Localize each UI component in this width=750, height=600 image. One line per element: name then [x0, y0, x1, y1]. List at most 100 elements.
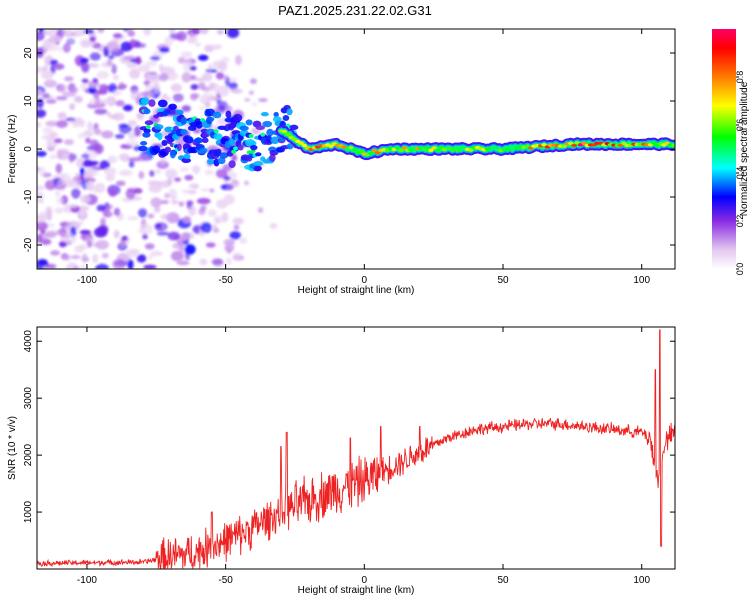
spectrogram-track-core — [260, 132, 266, 137]
spectrogram-x-tick-label: 50 — [497, 275, 509, 286]
spectrogram-noise-blob — [56, 196, 64, 205]
spectrogram-noise-blob — [106, 59, 113, 66]
spectrogram-track-core — [248, 133, 254, 138]
spectrogram-noise-blob — [107, 155, 118, 164]
spectrogram-track-core — [441, 147, 448, 152]
spectrogram-noise-blob — [62, 91, 77, 97]
spectrogram-noise-blob — [147, 255, 153, 260]
spectrogram-y-tick-label: 0 — [23, 146, 34, 152]
spectrogram-track-blob — [175, 109, 184, 116]
colorbar-tick-label: 0.2 — [735, 215, 745, 228]
spectrogram-noise-blob — [178, 201, 185, 207]
spectrogram-track-blob — [254, 165, 262, 172]
spectrogram-noise-blob — [221, 56, 230, 63]
spectrogram-noise-blob — [190, 83, 199, 91]
spectrogram-noise-blob — [248, 90, 254, 95]
spectrogram-noise-blob — [258, 129, 267, 134]
spectrogram-noise-blob — [122, 104, 133, 112]
spectrogram-noise-blob — [91, 185, 100, 193]
spectrogram-track-blob — [286, 108, 293, 116]
spectrogram-noise-blob — [118, 153, 130, 162]
spectrogram-noise-blob — [188, 189, 197, 195]
spectrogram-noise-blob — [37, 166, 47, 176]
spectrogram-track-blob — [142, 132, 151, 138]
spectrogram-noise-blob — [113, 207, 121, 217]
colorbar: 0.0 0.2 0.4 0.6 0.8 Normalized spectral ampl… — [712, 29, 750, 275]
spectrogram-track-blob — [270, 136, 280, 145]
spectrogram-track-blob — [228, 137, 236, 146]
spectrogram-track-core — [284, 132, 291, 137]
colorbar-gradient — [712, 29, 736, 269]
spectrogram-noise-blob — [115, 100, 125, 107]
spectrogram-noise-blob — [40, 70, 54, 80]
spectrogram-track-blob — [144, 120, 154, 126]
snr-x-label: Height of straight line (km) — [298, 585, 415, 596]
spectrogram-noise-blob — [49, 29, 58, 33]
spectrogram-noise-blob — [112, 112, 125, 121]
spectrogram-noise-blob — [99, 160, 110, 170]
spectrogram-noise-blob — [191, 29, 201, 35]
spectrogram-noise-blob — [67, 262, 78, 269]
spectrogram-noise-blob — [159, 157, 167, 165]
spectrogram-track-core — [368, 151, 374, 156]
spectrogram-track-blob — [176, 143, 182, 151]
colorbar-ticks: 0.0 0.2 0.4 0.6 0.8 — [735, 71, 745, 276]
spectrogram-noise-blob — [95, 263, 109, 269]
spectrogram-noise-blob — [128, 160, 135, 168]
spectrogram-track-blob — [148, 99, 156, 107]
spectrogram-noise-blob — [176, 261, 190, 266]
spectrogram-noise-blob — [112, 33, 123, 39]
spectrogram-track-blob — [255, 125, 265, 131]
spectrogram-track-blob — [245, 119, 253, 126]
spectrogram-noise-blob — [129, 68, 140, 80]
spectrogram-noise-blob — [182, 189, 191, 194]
spectrogram-noise-blob — [87, 121, 94, 132]
spectrogram-track-core — [541, 143, 547, 147]
spectrogram-noise-blob — [144, 243, 155, 250]
spectrogram-noise-blob — [184, 251, 190, 261]
spectrogram-noise-blob — [258, 98, 268, 103]
spectrogram-track-core — [281, 129, 288, 134]
spectrogram-noise-blob — [137, 64, 150, 73]
spectrogram-noise-blob — [114, 134, 125, 139]
spectrogram-noise-blob — [56, 120, 68, 129]
spectrogram-noise-blob — [105, 174, 116, 182]
snr-y-tick-label: 3000 — [23, 387, 34, 410]
spectrogram-noise-blob — [115, 180, 126, 187]
spectrogram-noise-blob — [158, 73, 169, 82]
spectrogram-noise-blob — [207, 209, 217, 217]
spectrogram-noise-blob — [129, 38, 136, 47]
spectrogram-noise-blob — [154, 168, 162, 175]
spectrogram-noise-blob — [224, 105, 233, 113]
spectrogram-noise-blob — [251, 102, 258, 106]
spectrogram-x-label: Height of straight line (km) — [298, 285, 415, 296]
spectrogram-track-core — [401, 146, 408, 150]
spectrogram-track-core — [213, 129, 219, 134]
spectrogram-noise-blob — [54, 207, 64, 214]
spectrogram-noise-blob — [79, 229, 92, 235]
spectrogram-noise-blob — [179, 166, 189, 172]
spectrogram-track-blob — [273, 111, 279, 118]
spectrogram-noise-blob — [75, 157, 85, 169]
spectrogram-track-core — [288, 135, 294, 139]
spectrogram-track-core — [394, 146, 401, 150]
spectrogram-noise-blob — [176, 31, 187, 42]
spectrogram-track-core — [358, 150, 364, 154]
spectrogram-track-blob — [180, 116, 187, 125]
spectrogram-noise-blob — [41, 93, 51, 99]
spectrogram-track-core — [561, 144, 567, 148]
spectrogram-noise-blob — [125, 248, 139, 258]
spectrogram-noise-blob — [212, 228, 220, 233]
spectrogram-track-core — [621, 141, 627, 146]
spectrogram-noise-blob — [269, 222, 278, 229]
spectrogram-noise-blob — [232, 180, 239, 185]
spectrogram-noise-blob — [143, 29, 152, 36]
spectrogram-noise-blob — [235, 54, 242, 66]
spectrogram-noise-blob — [199, 258, 208, 266]
spectrogram-noise-blob — [37, 259, 48, 266]
spectrogram-noise-blob — [55, 96, 68, 101]
spectrogram-noise-blob — [96, 70, 110, 80]
spectrogram-noise-blob — [118, 82, 125, 90]
spectrogram-track-blob — [289, 124, 299, 130]
spectrogram-track-blob — [143, 108, 151, 115]
